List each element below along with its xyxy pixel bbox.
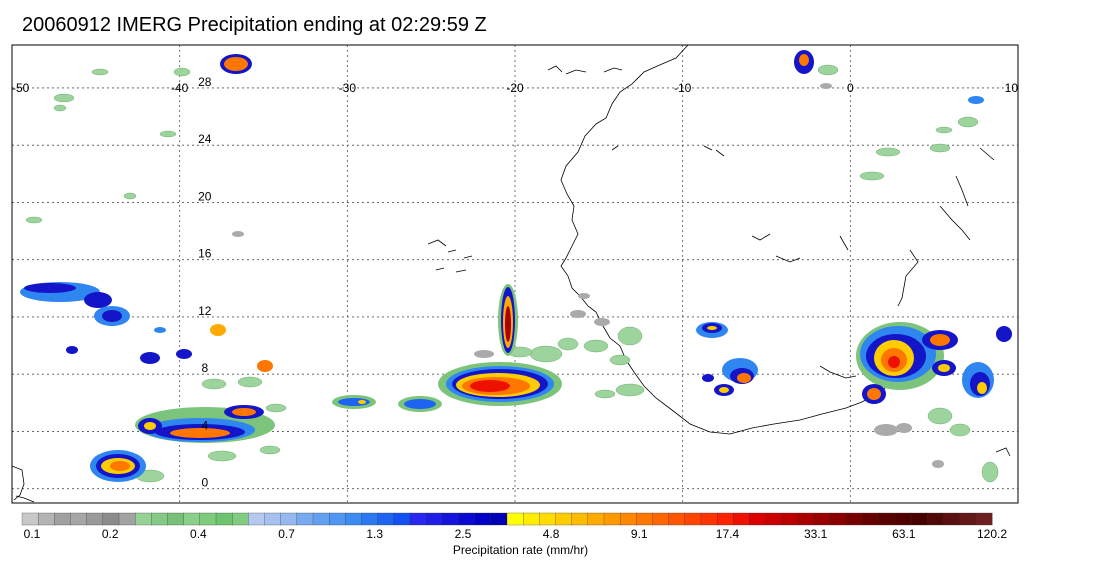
colorbar-tick-label: 0.2	[102, 527, 119, 541]
colorbar-swatch	[668, 512, 686, 526]
colorbar-swatch	[587, 512, 605, 526]
colorbar-swatch	[215, 512, 233, 526]
precipitation-field	[20, 50, 1012, 483]
colorbar-swatch	[70, 512, 88, 526]
colorbar-swatches	[21, 512, 993, 526]
latitude-tick-label: 8	[201, 361, 208, 375]
colorbar-swatch	[248, 512, 265, 526]
colorbar-tick-label: 63.1	[892, 527, 916, 541]
colorbar-swatch	[555, 512, 573, 526]
colorbar-swatch	[911, 512, 928, 526]
colorbar-swatch	[620, 512, 637, 526]
latitude-tick-label: 28	[198, 75, 212, 89]
longitude-tick-label: -30	[339, 81, 357, 95]
colorbar-swatch	[264, 512, 282, 526]
colorbar-swatch	[975, 512, 993, 526]
colorbar-swatch	[232, 512, 249, 526]
colorbar-swatch	[652, 512, 670, 526]
colorbar-swatch	[151, 512, 168, 526]
longitude-tick-label: 10	[1005, 81, 1019, 95]
colorbar-swatch	[765, 512, 783, 526]
colorbar-tick-label: 120.2	[977, 527, 1007, 541]
colorbar-tick-label: 4.8	[543, 527, 560, 541]
colorbar-swatch	[183, 512, 201, 526]
longitude-tick-label: 0	[847, 81, 854, 95]
colorbar-label: Precipitation rate (mm/hr)	[452, 543, 589, 557]
colorbar-swatch	[377, 512, 395, 526]
colorbar-swatch	[167, 512, 185, 526]
colorbar-swatch	[86, 512, 104, 526]
map-border	[11, 44, 1019, 504]
colorbar-tick-label: 2.5	[455, 527, 472, 541]
colorbar-tick-label: 17.4	[716, 527, 740, 541]
longitude-tick-label: -50	[12, 81, 30, 95]
colorbar-swatch	[894, 512, 912, 526]
colorbar-swatch	[280, 512, 298, 526]
colorbar-swatch	[636, 512, 653, 526]
colorbar-swatch	[490, 512, 508, 526]
colorbar-tick-label: 0.1	[24, 527, 41, 541]
colorbar-swatch	[700, 512, 718, 526]
colorbar-swatch	[361, 512, 379, 526]
latitude-tick-label: 12	[198, 304, 212, 318]
colorbar-swatch	[458, 512, 476, 526]
colorbar-swatch	[312, 512, 330, 526]
colorbar-swatch	[733, 512, 750, 526]
colorbar-swatch	[393, 512, 411, 526]
colorbar-swatch	[409, 512, 427, 526]
colorbar-swatch	[943, 512, 961, 526]
colorbar-swatch	[329, 512, 346, 526]
colorbar-swatch	[21, 512, 39, 526]
colorbar-swatch	[571, 512, 589, 526]
colorbar-tick-label: 33.1	[804, 527, 828, 541]
colorbar-swatch	[846, 512, 864, 526]
colorbar-tick-label: 0.7	[278, 527, 295, 541]
colorbar-swatch	[797, 512, 815, 526]
latitude-labels: 0 4 8 12 16 20 24 28	[198, 75, 212, 490]
longitude-tick-label: -10	[674, 81, 692, 95]
colorbar-swatch	[927, 512, 944, 526]
colorbar-swatch	[814, 512, 831, 526]
colorbar-tick-label: 1.3	[366, 527, 383, 541]
colorbar-tick-label: 9.1	[631, 527, 648, 541]
colorbar-swatch	[474, 512, 492, 526]
colorbar-swatch	[38, 512, 55, 526]
colorbar-ticks: 0.1 0.2 0.4 0.7 1.3 2.5 4.8 9.1 17.4 33.1 63.1 120.…	[24, 527, 1008, 541]
colorbar-swatch	[54, 512, 71, 526]
colorbar-swatch	[135, 512, 152, 526]
colorbar-swatch	[539, 512, 556, 526]
colorbar-swatch	[102, 512, 120, 526]
colorbar-swatch	[603, 512, 621, 526]
colorbar-swatch	[878, 512, 896, 526]
colorbar-swatch	[684, 512, 702, 526]
latitude-tick-label: 24	[198, 132, 212, 146]
colorbar-swatch	[345, 512, 362, 526]
colorbar-swatch	[781, 512, 799, 526]
colorbar-swatch	[506, 512, 524, 526]
colorbar-swatch	[959, 512, 977, 526]
colorbar-swatch	[442, 512, 459, 526]
latitude-tick-label: 0	[201, 476, 208, 490]
latitude-tick-label: 20	[198, 189, 212, 203]
longitude-tick-label: -40	[171, 81, 189, 95]
colorbar-swatch	[749, 512, 767, 526]
colorbar-swatch	[830, 512, 847, 526]
map-title: 20060912 IMERG Precipitation ending at 0…	[22, 14, 487, 36]
colorbar-swatch	[862, 512, 880, 526]
colorbar-tick-label: 0.4	[190, 527, 207, 541]
colorbar-swatch	[296, 512, 314, 526]
latitude-tick-label: 16	[198, 247, 212, 261]
colorbar-swatch	[523, 512, 540, 526]
latitude-tick-label: 4	[201, 418, 208, 432]
longitude-tick-label: -20	[506, 81, 524, 95]
colorbar-swatch	[118, 512, 136, 526]
longitude-labels: -50 -40 -30 -20 -10 0 10	[12, 81, 1018, 95]
colorbar-swatch	[199, 512, 217, 526]
colorbar-swatch	[426, 512, 443, 526]
colorbar-swatch	[717, 512, 734, 526]
